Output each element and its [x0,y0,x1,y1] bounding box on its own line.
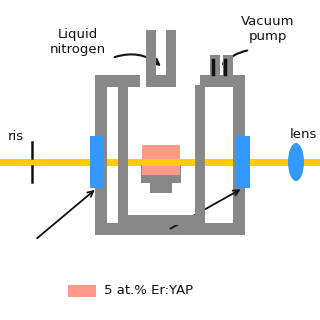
Text: 5 at.% Er:YAP: 5 at.% Er:YAP [104,284,193,298]
FancyBboxPatch shape [195,85,205,225]
FancyBboxPatch shape [118,85,128,225]
FancyBboxPatch shape [236,136,250,188]
FancyBboxPatch shape [210,55,220,87]
FancyBboxPatch shape [95,223,245,235]
FancyBboxPatch shape [146,30,156,85]
FancyBboxPatch shape [141,165,181,183]
FancyBboxPatch shape [95,75,140,87]
Text: Liquid
nitrogen: Liquid nitrogen [50,28,106,56]
FancyBboxPatch shape [223,55,233,87]
Text: ris: ris [8,131,24,143]
FancyBboxPatch shape [0,159,320,166]
FancyBboxPatch shape [90,136,104,188]
FancyBboxPatch shape [142,159,180,166]
FancyBboxPatch shape [166,30,176,85]
FancyBboxPatch shape [95,75,107,235]
FancyBboxPatch shape [233,75,245,235]
Text: lens: lens [289,127,317,140]
FancyBboxPatch shape [142,145,180,175]
Text: Vacuum
pump: Vacuum pump [241,15,295,43]
FancyBboxPatch shape [200,75,245,87]
FancyBboxPatch shape [146,75,176,87]
FancyBboxPatch shape [68,285,96,297]
Ellipse shape [288,143,304,181]
FancyBboxPatch shape [150,183,172,193]
FancyBboxPatch shape [118,215,205,225]
